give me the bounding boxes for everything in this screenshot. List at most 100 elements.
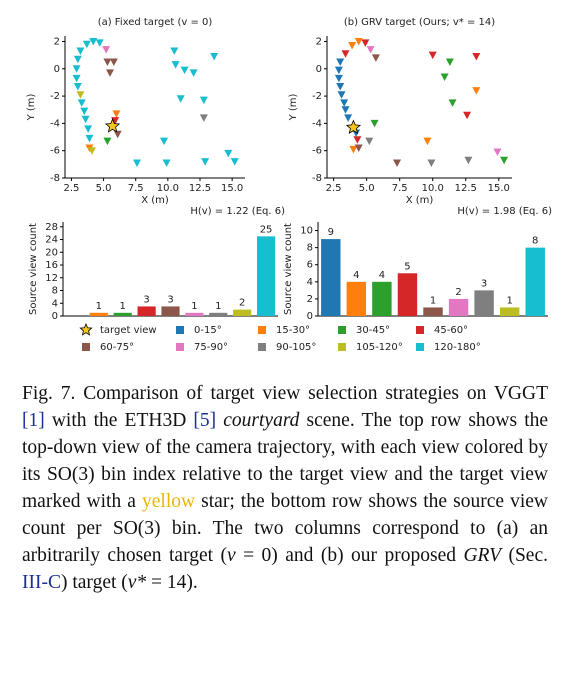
y-tick-label: 2	[316, 36, 322, 47]
y-axis-label: Y (m)	[26, 93, 37, 121]
y-tick-label: 4	[307, 277, 313, 288]
camera-marker	[201, 158, 210, 166]
camera-marker	[224, 149, 233, 158]
camera-marker	[336, 58, 345, 66]
camera-marker	[103, 58, 112, 66]
camera-marker	[199, 114, 208, 122]
camera-marker	[176, 95, 185, 103]
camera-marker	[82, 40, 91, 49]
camera-marker	[500, 156, 509, 165]
camera-marker	[76, 91, 85, 99]
camera-marker	[85, 134, 94, 143]
camera-marker	[428, 51, 437, 60]
value-label: 9	[328, 227, 334, 238]
caption-link: III-C	[22, 572, 61, 593]
legend-label: 60-75°	[100, 342, 134, 353]
caption-italic: v*	[127, 572, 147, 593]
camera-marker	[103, 137, 112, 146]
y-axis-label: Y (m)	[288, 93, 299, 121]
camera-marker	[341, 106, 350, 114]
bar	[161, 306, 180, 316]
camera-marker	[337, 91, 346, 99]
camera-marker	[199, 96, 208, 105]
camera-marker	[463, 111, 472, 120]
value-label: 1	[506, 295, 512, 306]
camera-marker	[344, 114, 353, 122]
value-label: 3	[167, 294, 173, 305]
legend-marker	[338, 343, 346, 351]
camera-marker	[493, 148, 502, 157]
y-tick-label: -6	[50, 146, 60, 157]
value-label: 2	[239, 298, 245, 309]
camera-marker	[111, 117, 120, 125]
x-tick-label: 10.0	[422, 183, 444, 194]
legend-marker	[416, 326, 424, 334]
camera-marker	[73, 55, 82, 64]
y-tick-label: 0	[54, 64, 60, 75]
caption: Fig. 7. Comparison of target view select…	[22, 380, 548, 596]
target-star	[345, 119, 362, 134]
legend-label: 45-60°	[434, 325, 468, 336]
x-tick-label: 2.5	[63, 183, 79, 194]
camera-marker	[84, 125, 93, 133]
x-axis-label: X (m)	[141, 195, 169, 206]
y-tick-label: 10	[300, 226, 313, 237]
bar	[525, 247, 545, 316]
bar	[448, 298, 469, 316]
value-label: 8	[532, 236, 538, 247]
legend-marker	[79, 322, 93, 336]
bar	[233, 309, 252, 316]
target-star	[104, 118, 121, 133]
camera-marker	[171, 61, 180, 69]
camera-marker	[348, 42, 357, 50]
camera-marker	[464, 156, 473, 165]
caption-plain: star; the bottom row shows the source vi…	[22, 491, 549, 566]
x-tick-label: 12.5	[455, 183, 477, 194]
caption-plain: (Sec.	[501, 545, 548, 566]
bar	[137, 306, 156, 316]
legend-label: 90-105°	[276, 342, 316, 353]
camera-marker	[472, 52, 481, 61]
bar	[397, 273, 418, 316]
camera-marker	[448, 99, 457, 107]
camera-marker	[189, 69, 198, 77]
camera-marker	[423, 137, 432, 146]
value-label: 25	[260, 224, 273, 235]
camera-marker	[427, 159, 436, 167]
legend-marker	[176, 326, 184, 334]
chart-title: (b) GRV target (Ours; v* = 14)	[344, 17, 495, 28]
camera-marker	[72, 65, 81, 73]
legend-marker	[258, 343, 266, 351]
camera-marker	[112, 110, 121, 118]
camera-marker	[133, 159, 141, 167]
legend-marker	[82, 343, 90, 351]
x-tick-label: 7.5	[392, 183, 408, 194]
camera-marker	[334, 74, 343, 83]
camera-marker	[109, 58, 118, 66]
caption-plain: = 14).	[146, 572, 198, 593]
camera-marker	[73, 83, 82, 91]
camera-marker	[170, 47, 179, 56]
value-label: 1	[120, 301, 126, 312]
y-tick-label: 16	[45, 260, 58, 271]
caption-link: [1]	[22, 410, 45, 431]
bar	[346, 281, 367, 316]
figure: 2.5 5.0 7.5 10.0 12.5 15.020-2-4-6-8(a) Fixed…	[26, 17, 552, 353]
legend-label: 120-180°	[434, 342, 481, 353]
bar	[185, 312, 204, 316]
camera-marker	[341, 50, 350, 58]
camera-marker	[354, 144, 363, 152]
camera-marker	[334, 66, 343, 75]
camera-marker	[77, 99, 86, 107]
camera-marker	[89, 37, 98, 46]
legend-marker	[338, 326, 346, 334]
value-label: 3	[143, 294, 149, 305]
legend-label: 30-45°	[356, 325, 390, 336]
y-tick-label: 0	[52, 311, 58, 322]
camera-marker	[106, 69, 114, 77]
x-axis-label: X (m)	[406, 195, 434, 206]
bar	[89, 312, 108, 316]
bar	[113, 312, 132, 316]
camera-marker	[365, 137, 374, 146]
camera-marker	[102, 46, 111, 54]
